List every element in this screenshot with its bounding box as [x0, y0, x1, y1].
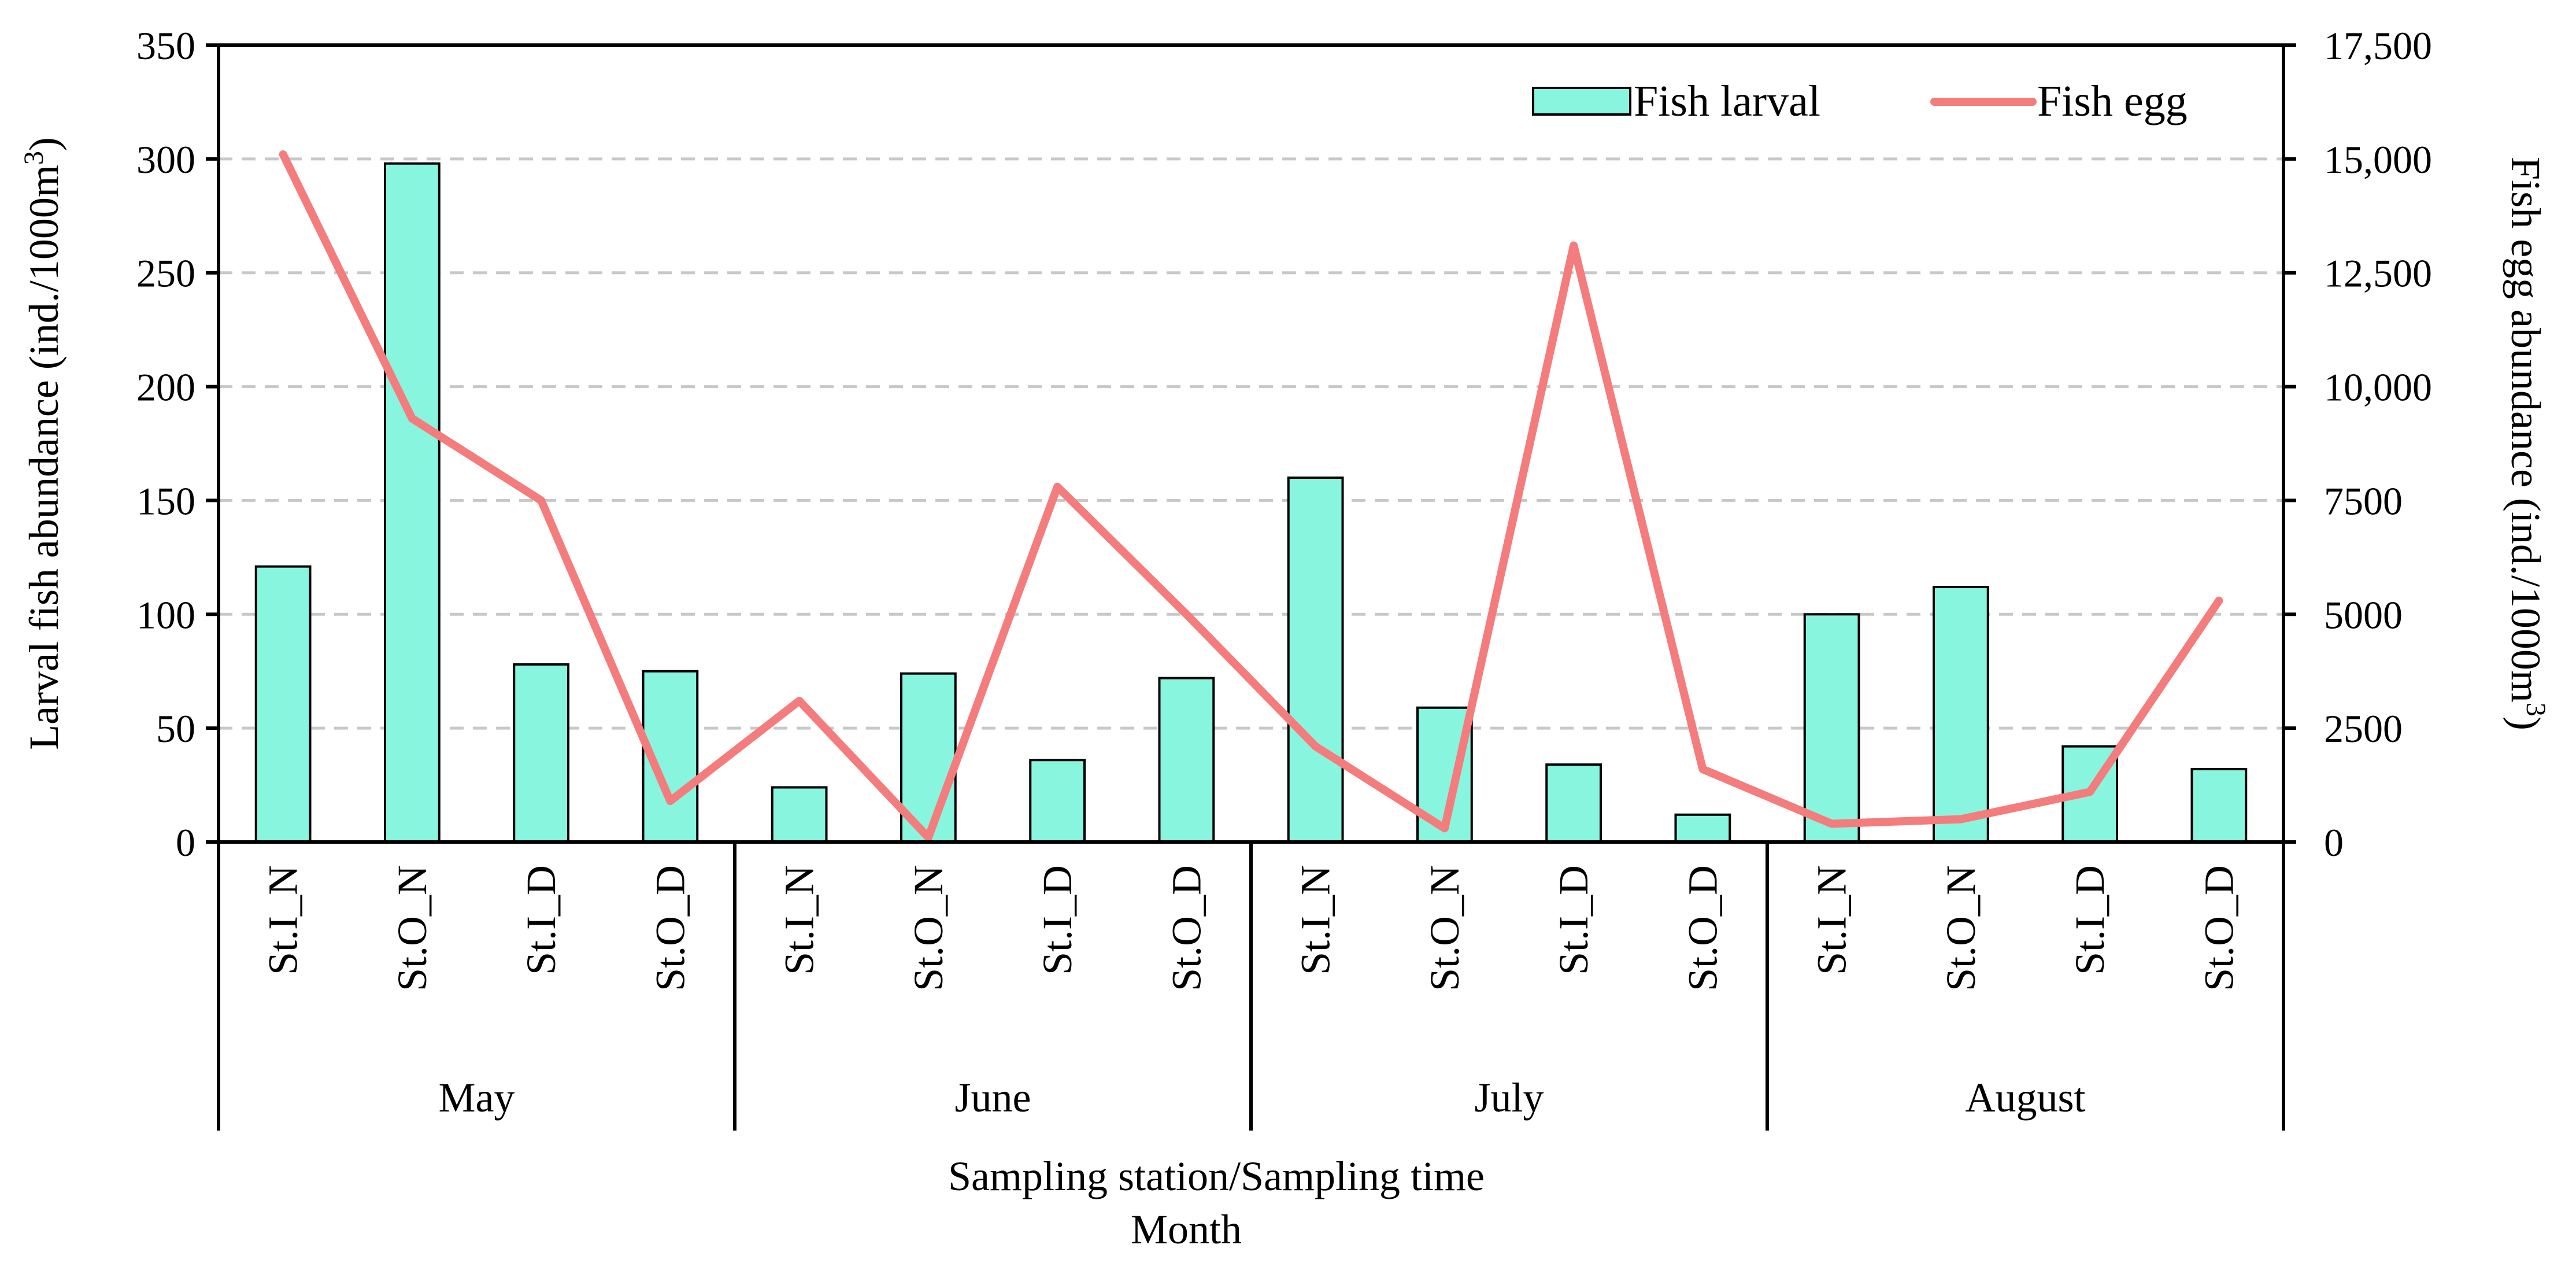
month-group-labels: May June July August — [439, 1074, 2086, 1121]
bar — [1803, 613, 1860, 844]
right-tick-label: 0 — [2324, 821, 2344, 865]
left-tick-label: 300 — [136, 138, 195, 182]
bar — [771, 786, 828, 843]
right-axis-title: Fish egg abundance (ind./1000m3) — [2503, 157, 2552, 730]
bar — [1158, 677, 1215, 844]
line-point — [2218, 600, 2220, 601]
line-point — [1057, 486, 1058, 488]
legend: Fish larval Fish egg — [1532, 77, 2188, 125]
month-label: August — [1965, 1074, 2085, 1121]
legend-swatch-fish-larval — [1532, 87, 1631, 116]
category-label: St.I_D — [518, 865, 564, 975]
category-label: St.I_N — [260, 865, 306, 975]
line-point — [1702, 769, 1704, 770]
bar — [1932, 586, 1989, 843]
line-point — [1186, 614, 1187, 615]
bar — [2190, 768, 2248, 844]
category-label: St.O_N — [905, 865, 952, 991]
category-label: St.I_D — [1034, 865, 1080, 975]
category-label: St.O_D — [647, 865, 693, 991]
month-label: May — [439, 1074, 515, 1121]
line-point — [669, 800, 671, 802]
category-label: St.I_N — [1293, 865, 1339, 975]
bar — [513, 663, 570, 843]
category-label: St.I_N — [1809, 865, 1855, 975]
category-label: St.I_D — [2067, 865, 2113, 975]
bar — [254, 565, 312, 843]
category-label: St.O_D — [1679, 865, 1726, 991]
left-tick-label: 50 — [156, 707, 195, 751]
x-axis-title: Sampling station/Sampling time — [948, 1153, 1485, 1199]
bar — [1029, 759, 1086, 843]
line-point — [1573, 245, 1575, 246]
left-axis-title: Larval fish abundance (ind./1000m3) — [18, 137, 68, 750]
bar — [1287, 477, 1344, 843]
left-tick-label: 150 — [136, 479, 195, 523]
category-labels: St.I_N St.O_N St.I_D St.O_D St.I_N St.O_N St.I… — [260, 865, 2242, 991]
right-tick-label: 12,500 — [2324, 252, 2432, 296]
category-label: St.O_N — [389, 865, 435, 991]
left-tick-label: 200 — [136, 365, 195, 409]
line-point — [1315, 745, 1316, 747]
line-point — [411, 418, 413, 419]
left-tick-label: 0 — [176, 821, 195, 865]
left-tick-label: 250 — [136, 252, 195, 296]
legend-label-fish-egg: Fish egg — [2037, 77, 2188, 125]
left-axis-ticks: 0 50 100 150 200 250 300 350 — [136, 24, 219, 865]
category-label: St.O_D — [1163, 865, 1209, 991]
left-tick-label: 100 — [136, 593, 195, 637]
line-point — [282, 153, 284, 155]
right-tick-label: 2500 — [2324, 707, 2403, 751]
month-label: July — [1474, 1074, 1544, 1121]
right-tick-label: 5000 — [2324, 593, 2403, 637]
axes — [217, 43, 2285, 1131]
line-point — [927, 837, 929, 839]
right-tick-label: 17,500 — [2324, 24, 2432, 68]
line-series-fish-egg — [279, 150, 2223, 842]
left-tick-label: 350 — [136, 24, 195, 68]
right-tick-label: 15,000 — [2324, 138, 2432, 182]
line-point — [798, 700, 800, 701]
line-point — [1960, 818, 1961, 820]
category-label: St.I_D — [1550, 865, 1597, 975]
month-label: June — [955, 1074, 1031, 1121]
line-point — [1444, 828, 1445, 829]
legend-label-fish-larval: Fish larval — [1634, 77, 1820, 125]
right-tick-label: 10,000 — [2324, 365, 2432, 409]
line-point — [1831, 823, 1833, 825]
line-point — [2089, 791, 2091, 793]
bar — [1674, 813, 1731, 843]
x-axis-subtitle-month: Month — [1131, 1206, 1242, 1253]
bar — [1545, 763, 1602, 843]
category-label: St.O_N — [1422, 865, 1468, 991]
bar-series-fish-larval — [254, 162, 2248, 844]
line-path — [279, 150, 2223, 842]
line-point — [541, 500, 542, 501]
category-label: St.O_D — [2196, 865, 2242, 991]
right-tick-label: 7500 — [2324, 479, 2403, 523]
category-label: St.I_N — [776, 865, 823, 975]
category-label: St.O_N — [1938, 865, 1984, 991]
bar — [383, 162, 441, 843]
right-axis-ticks: 0 2500 5000 7500 10,000 12,500 15,000 17,500 — [2283, 24, 2432, 865]
